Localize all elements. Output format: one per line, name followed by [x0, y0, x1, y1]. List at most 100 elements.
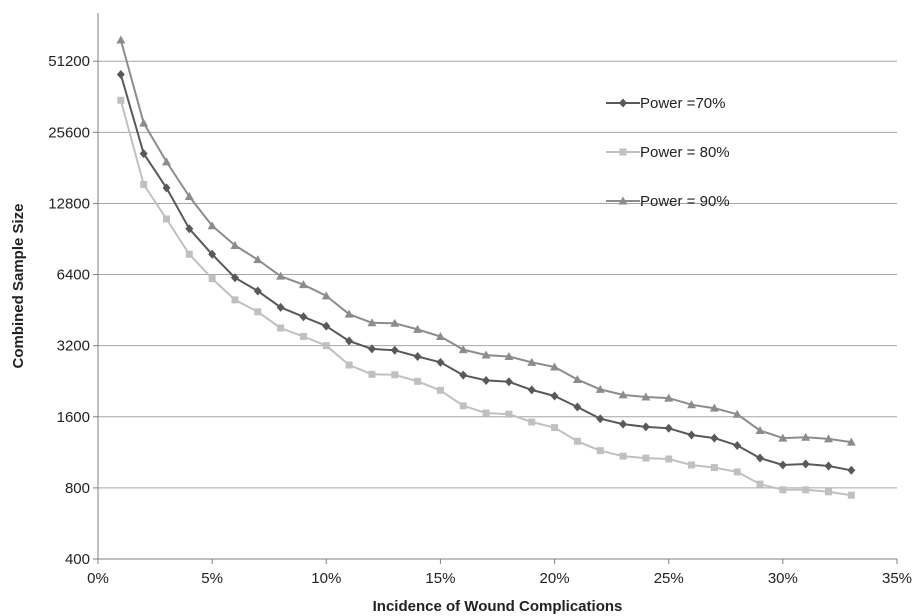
data-point [481, 350, 491, 359]
data-point [641, 392, 651, 401]
data-point [254, 308, 262, 316]
data-point [276, 302, 285, 312]
data-point [459, 370, 468, 380]
data-point [459, 402, 467, 410]
data-point [618, 390, 628, 399]
x-tick-label: 35% [882, 570, 912, 587]
axes [93, 13, 898, 564]
y-tick-label: 51200 [48, 53, 90, 70]
y-tick-label: 6400 [57, 267, 90, 284]
data-point [367, 344, 376, 354]
data-point [619, 452, 627, 460]
x-tick-label: 0% [87, 570, 109, 587]
data-point [528, 418, 536, 426]
gridlines [98, 60, 897, 489]
data-point [847, 465, 856, 475]
data-point [482, 409, 490, 417]
y-tick-label: 1600 [57, 409, 90, 426]
data-point [778, 433, 788, 442]
legend-label: Power =70% [640, 95, 725, 112]
data-point [436, 357, 445, 367]
legend-entry: Power = 80% [606, 144, 730, 161]
data-point [573, 402, 582, 412]
data-point [709, 403, 719, 412]
data-point [710, 433, 719, 443]
data-point [505, 410, 513, 418]
x-tick-label: 30% [768, 570, 798, 587]
data-point [299, 332, 307, 340]
data-point [779, 486, 787, 494]
legend-entry: Power = 90% [606, 193, 730, 210]
data-point [710, 464, 718, 472]
data-point [368, 370, 376, 378]
data-point [550, 362, 560, 371]
data-point [185, 224, 194, 234]
legend-marker [619, 148, 627, 156]
data-point [414, 377, 422, 385]
data-point [665, 455, 673, 463]
data-point [253, 286, 262, 296]
legend-marker [618, 196, 628, 205]
data-point [207, 221, 217, 230]
data-point [139, 118, 149, 127]
data-point [595, 384, 605, 393]
series-3 [116, 35, 856, 446]
data-point [230, 273, 239, 283]
data-point [664, 393, 674, 402]
data-point [117, 96, 125, 104]
data-point [802, 486, 810, 494]
data-point [688, 461, 696, 469]
data-point [504, 377, 513, 387]
data-point [733, 440, 742, 450]
data-point [208, 275, 216, 283]
legend-label: Power = 80% [640, 144, 730, 161]
data-point [390, 345, 399, 355]
x-tick-label: 20% [540, 570, 570, 587]
data-point [367, 318, 377, 327]
data-point [161, 157, 171, 166]
data-point [458, 345, 468, 354]
data-point [756, 480, 764, 488]
data-point [527, 357, 537, 366]
data-point [801, 432, 811, 441]
y-tick-label: 3200 [57, 338, 90, 355]
x-tick-label: 25% [654, 570, 684, 587]
y-tick-label: 25600 [48, 124, 90, 141]
legend-entry: Power =70% [606, 95, 725, 112]
legend-label: Power = 90% [640, 193, 730, 210]
y-axis-title: Combined Sample Size [10, 203, 27, 368]
data-point [527, 385, 536, 395]
data-point [230, 240, 240, 249]
data-point [413, 324, 423, 333]
data-point [550, 391, 559, 401]
data-point [664, 423, 673, 433]
data-point [276, 271, 286, 280]
data-point [139, 149, 148, 159]
data-point [162, 183, 171, 193]
series [116, 35, 856, 499]
data-point [687, 400, 697, 409]
data-point [413, 351, 422, 361]
x-tick-label: 5% [201, 570, 223, 587]
legend: Power =70% Power = 80% Power = 90% [606, 95, 730, 210]
series-1 [116, 69, 856, 475]
data-point [755, 425, 765, 434]
legend-marker [619, 98, 627, 108]
data-point [322, 321, 331, 331]
data-point [732, 409, 742, 418]
data-point [345, 361, 353, 369]
data-point [801, 459, 810, 469]
data-point [162, 215, 170, 223]
data-point [184, 191, 194, 200]
x-tick-label: 10% [311, 570, 341, 587]
data-point [572, 375, 582, 384]
y-tick-label: 400 [65, 551, 90, 568]
y-tick-label: 800 [65, 480, 90, 497]
data-point [231, 296, 239, 304]
data-point [435, 331, 445, 340]
data-point [596, 414, 605, 424]
data-point [573, 437, 581, 445]
data-point [825, 488, 833, 496]
data-point [321, 291, 331, 300]
